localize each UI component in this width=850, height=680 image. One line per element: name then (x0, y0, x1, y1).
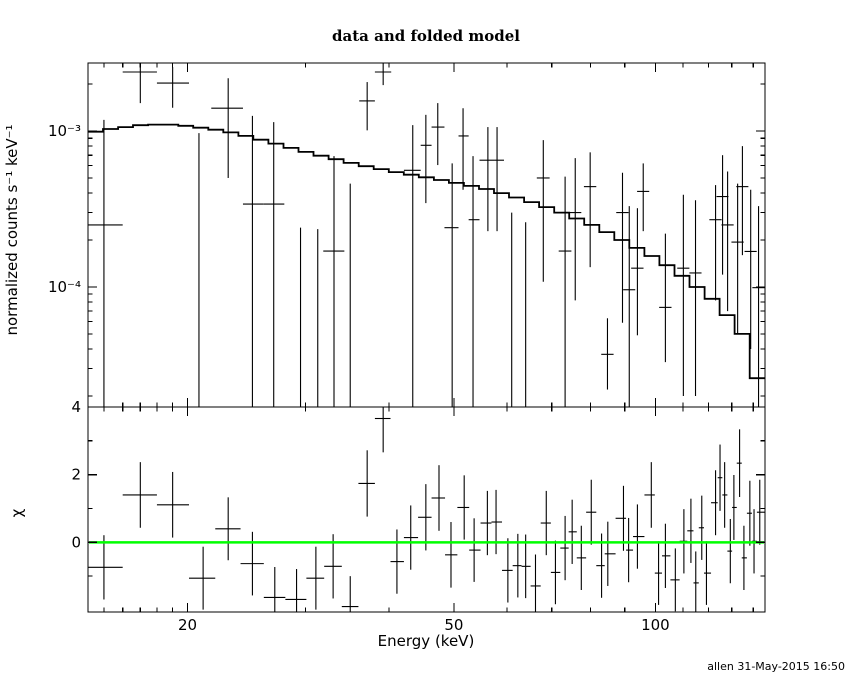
y-tick-label: 2 (71, 466, 81, 484)
y-axis-chi-label: χ (8, 508, 26, 517)
y-tick-label: 10⁻⁴ (48, 278, 81, 296)
y-axis-spectrum-label: normalized counts s⁻¹ keV⁻¹ (3, 124, 21, 335)
spectrum-panel-content (88, 63, 765, 407)
y-tick-label: 0 (71, 533, 81, 551)
plot-title: data and folded model (332, 27, 520, 45)
model-step-curve (88, 123, 765, 380)
x-tick-label: 50 (444, 616, 463, 634)
axis-ticks (88, 63, 765, 612)
panel-frames (87, 62, 766, 613)
residuals-panel-frame (87, 406, 766, 613)
timestamp: allen 31-May-2015 16:50 (707, 660, 845, 673)
residuals-panel-content (88, 407, 765, 612)
x-tick-label: 100 (641, 616, 670, 634)
x-tick-label: 20 (178, 616, 197, 634)
x-axis-label: Energy (keV) (378, 632, 475, 650)
y-tick-label: 10⁻³ (48, 122, 81, 140)
y-tick-label: 4 (71, 398, 81, 416)
